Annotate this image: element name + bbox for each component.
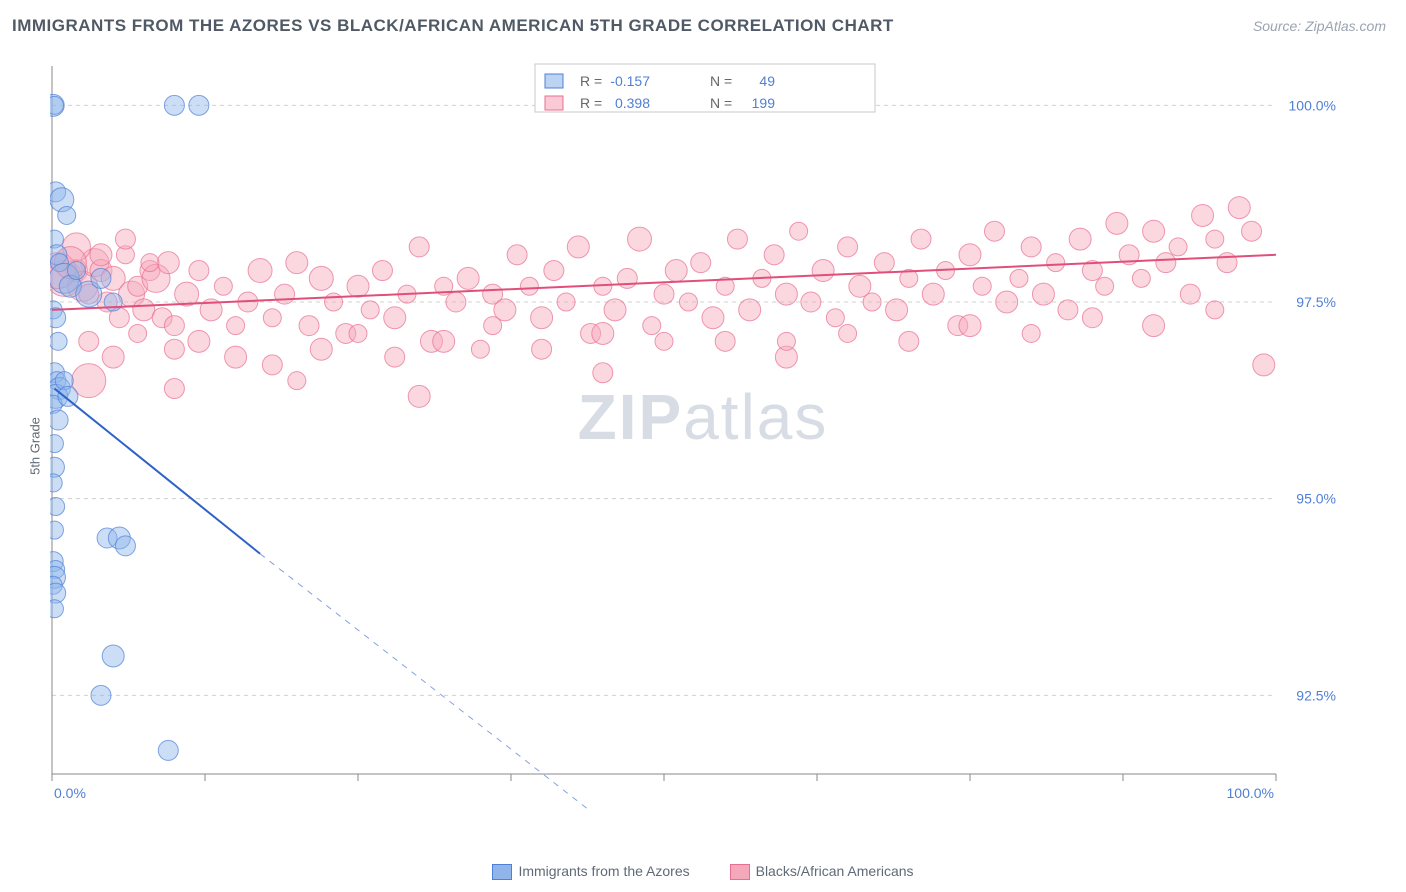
legend-swatch	[492, 864, 512, 880]
legend-label: Immigrants from the Azores	[518, 863, 689, 879]
svg-text:100.0%: 100.0%	[1289, 97, 1336, 113]
svg-text:0.0%: 0.0%	[54, 785, 86, 801]
svg-text:92.5%: 92.5%	[1296, 687, 1336, 703]
svg-text:N =: N =	[710, 95, 732, 111]
legend-label: Blacks/African Americans	[756, 863, 914, 879]
legend-swatch	[730, 864, 750, 880]
svg-text:199: 199	[752, 95, 776, 111]
svg-text:R =: R =	[580, 95, 602, 111]
svg-text:95.0%: 95.0%	[1296, 491, 1336, 507]
svg-text:0.398: 0.398	[615, 95, 650, 111]
svg-text:N =: N =	[710, 73, 732, 89]
svg-text:R =: R =	[580, 73, 602, 89]
svg-text:49: 49	[759, 73, 775, 89]
source-label: Source: ZipAtlas.com	[1253, 18, 1386, 34]
svg-text:97.5%: 97.5%	[1296, 294, 1336, 310]
bottom-legend: Immigrants from the Azores Blacks/African…	[0, 863, 1406, 880]
svg-text:-0.157: -0.157	[610, 73, 650, 89]
scatter-plot: 92.5% 95.0% 97.5% 100.0% 0.0% 100.0% R = -0.157…	[50, 62, 1340, 810]
svg-text:100.0%: 100.0%	[1227, 785, 1274, 801]
chart-container: IMMIGRANTS FROM THE AZORES VS BLACK/AFRI…	[0, 0, 1406, 892]
y-axis-label: 5th Grade	[27, 417, 42, 475]
chart-title: IMMIGRANTS FROM THE AZORES VS BLACK/AFRI…	[12, 16, 894, 36]
